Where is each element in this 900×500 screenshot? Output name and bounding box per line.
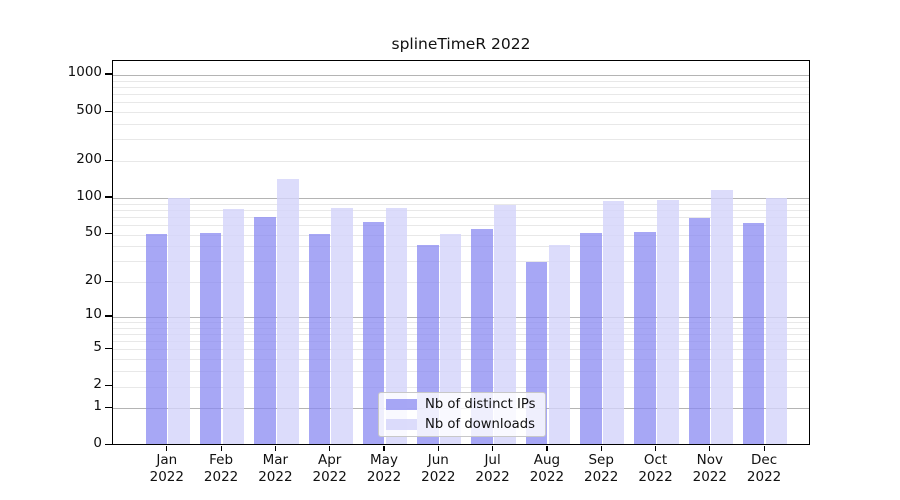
x-tick-label-sep: Sep 2022 xyxy=(584,452,619,485)
x-tick-label-nov: Nov 2022 xyxy=(692,452,727,485)
y-tick-label-200: 200 xyxy=(76,150,102,167)
y-tick-5 xyxy=(104,347,112,350)
x-tick-label-mar: Mar 2022 xyxy=(258,452,293,485)
bar-downloads-may xyxy=(385,207,408,444)
x-tick-may xyxy=(383,445,385,451)
legend-swatch-distinct-ips xyxy=(386,399,417,410)
x-tick-jul xyxy=(492,445,494,451)
x-tick-jan xyxy=(166,445,168,451)
bar-distinct-ips-jul xyxy=(471,229,493,444)
plot-area xyxy=(112,60,810,445)
bar-downloads-aug xyxy=(548,244,571,444)
legend-item-downloads: Nb of downloads xyxy=(379,415,545,435)
bar-distinct-ips-feb xyxy=(199,233,222,444)
y-tick-label-50: 50 xyxy=(84,224,102,241)
bar-distinct-ips-sep xyxy=(580,233,602,444)
gridline-1000 xyxy=(113,74,809,76)
x-tick-jun xyxy=(437,445,439,451)
bar-distinct-ips-jan xyxy=(145,234,168,444)
gridline-70 xyxy=(113,216,809,218)
bar-distinct-ips-may xyxy=(362,221,385,444)
y-tick-10 xyxy=(104,315,112,317)
x-tick-dec xyxy=(763,445,765,451)
x-tick-nov xyxy=(709,445,711,451)
y-tick-label-10: 10 xyxy=(84,306,102,323)
y-tick-label-0: 0 xyxy=(93,435,102,451)
x-tick-aug xyxy=(546,445,548,451)
bar-downloads-dec xyxy=(765,198,788,444)
y-tick-0 xyxy=(104,443,112,446)
gridline-600 xyxy=(113,102,809,104)
x-tick-label-apr: Apr 2022 xyxy=(312,452,347,485)
chart-title: splineTimeR 2022 xyxy=(391,35,531,53)
x-tick-label-jun: Jun 2022 xyxy=(421,452,456,485)
y-tick-label-20: 20 xyxy=(84,271,102,288)
bar-downloads-oct xyxy=(657,199,679,444)
y-tick-1 xyxy=(104,406,112,408)
gridline-60 xyxy=(113,225,809,226)
x-tick-apr xyxy=(329,445,331,451)
y-tick-label-500: 500 xyxy=(76,101,102,118)
legend-swatch-downloads xyxy=(386,419,417,430)
bar-distinct-ips-apr xyxy=(308,234,331,444)
bar-distinct-ips-mar xyxy=(254,216,276,444)
bar-downloads-feb xyxy=(222,209,245,444)
gridline-900 xyxy=(113,80,809,82)
x-tick-oct xyxy=(654,445,657,451)
bar-downloads-mar xyxy=(277,178,299,444)
y-tick-label-1000: 1000 xyxy=(67,64,102,81)
y-tick-label-2: 2 xyxy=(93,376,102,393)
x-tick-label-may: May 2022 xyxy=(366,452,402,485)
legend-item-distinct-ips: Nb of distinct IPs xyxy=(379,395,545,415)
x-tick-sep xyxy=(600,445,602,451)
x-tick-label-aug: Aug 2022 xyxy=(529,452,565,485)
gridline-80 xyxy=(113,209,809,211)
bar-distinct-ips-dec xyxy=(742,222,765,444)
bar-downloads-sep xyxy=(602,200,625,444)
y-tick-1000 xyxy=(104,73,112,75)
y-tick-label-100: 100 xyxy=(76,187,102,204)
gridline-100 xyxy=(113,198,809,199)
legend-label-distinct-ips: Nb of distinct IPs xyxy=(425,397,536,412)
x-tick-label-jan: Jan 2022 xyxy=(149,452,184,485)
bar-downloads-jan xyxy=(168,198,190,444)
bar-downloads-jun xyxy=(439,234,462,444)
x-tick-mar xyxy=(274,445,277,451)
y-tick-500 xyxy=(104,110,112,112)
legend: Nb of distinct IPs Nb of downloads xyxy=(378,392,546,437)
y-tick-label-1: 1 xyxy=(93,397,102,414)
y-tick-20 xyxy=(104,280,112,282)
gridline-400 xyxy=(113,124,809,125)
bar-distinct-ips-nov xyxy=(688,217,711,444)
y-tick-50 xyxy=(104,233,112,235)
gridline-200 xyxy=(113,161,809,163)
x-tick-label-jul: Jul 2022 xyxy=(475,452,510,485)
legend-label-downloads: Nb of downloads xyxy=(425,417,535,432)
gridline-90 xyxy=(113,203,809,205)
y-tick-2 xyxy=(104,385,112,387)
y-tick-100 xyxy=(104,196,112,198)
bar-downloads-jul xyxy=(494,204,516,444)
bar-distinct-ips-oct xyxy=(634,232,656,444)
gridline-700 xyxy=(113,94,809,96)
x-tick-label-dec: Dec 2022 xyxy=(746,452,782,485)
y-tick-label-5: 5 xyxy=(93,338,102,355)
gridline-300 xyxy=(113,139,809,141)
x-tick-feb xyxy=(220,445,222,451)
y-tick-200 xyxy=(104,159,112,161)
bar-downloads-apr xyxy=(331,208,353,444)
gridline-800 xyxy=(113,86,809,88)
x-tick-label-feb: Feb 2022 xyxy=(203,452,239,485)
gridline-500 xyxy=(113,112,809,114)
bar-downloads-nov xyxy=(711,190,733,444)
x-tick-label-oct: Oct 2022 xyxy=(638,452,673,485)
